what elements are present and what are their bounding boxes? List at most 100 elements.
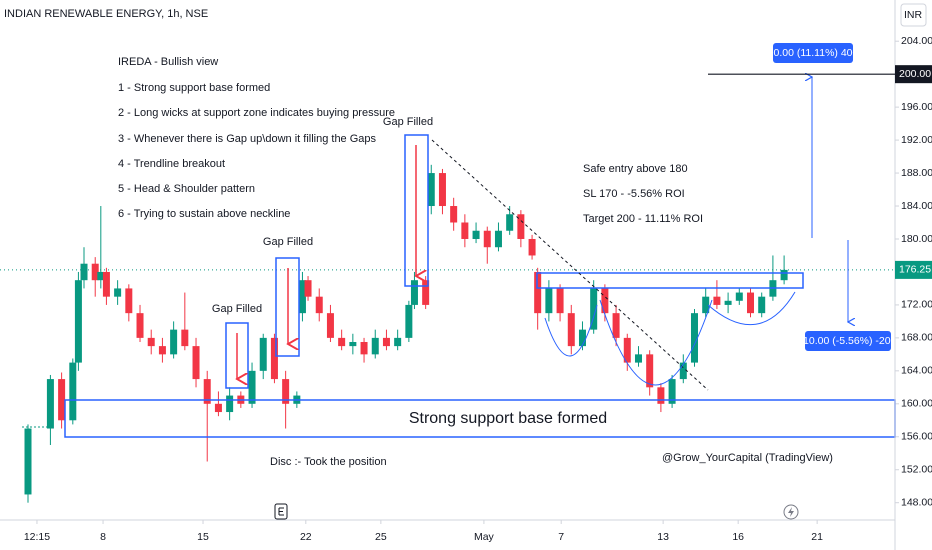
candle-body: [410, 280, 418, 305]
annotations: IREDA - Bullish view 1 - Strong support b…: [118, 56, 833, 468]
candle-body: [679, 362, 687, 380]
x-tick-label: 13: [657, 531, 669, 543]
candle-body: [780, 269, 788, 281]
stop-text: -10.00 (-5.56%) -200: [800, 335, 897, 347]
left-shoulder: [544, 304, 598, 357]
earnings-glyph: [278, 507, 284, 516]
x-tick-label: 7: [558, 531, 564, 543]
y-tick-label: 188.00: [901, 167, 932, 179]
candle-body: [758, 296, 766, 314]
x-tick-label: 8: [100, 531, 106, 543]
annotation: IREDA - Bullish view: [118, 56, 218, 68]
candle-body: [158, 346, 166, 355]
candle-body: [612, 313, 620, 338]
candle-body: [517, 214, 525, 239]
x-tick-label: 25: [375, 531, 387, 543]
currency-box: [900, 3, 927, 27]
candle-body: [360, 341, 368, 355]
candle-body: [735, 292, 743, 301]
candle-body: [494, 230, 502, 248]
candle-body: [181, 329, 189, 347]
gap-box: [404, 134, 429, 287]
y-tick-label: 148.00: [901, 496, 932, 508]
head: [599, 299, 713, 386]
x-tick-label: 15: [197, 531, 209, 543]
annotation: SL 170 - -5.56% ROI: [583, 188, 685, 200]
candle-body: [203, 379, 211, 404]
candle-body: [578, 329, 586, 347]
annotation: Disc :- Took the position: [270, 456, 387, 468]
candle-body: [136, 313, 144, 338]
candle-body: [259, 337, 267, 371]
target-text: 20.00 (11.11%) 400: [768, 47, 859, 59]
candle-body: [80, 263, 88, 281]
candle-body: [483, 230, 491, 248]
candle-body: [556, 288, 564, 314]
right-shoulder: [707, 291, 796, 326]
neckline-box: [536, 272, 804, 289]
candle-body: [91, 263, 99, 281]
candle-body: [438, 173, 446, 207]
annotation: Target 200 - 11.11% ROI: [583, 213, 703, 225]
trendline: [431, 139, 709, 391]
candle-body: [567, 313, 575, 347]
candle-body: [394, 337, 402, 347]
candle-body: [270, 337, 278, 380]
annotation: 1 - Strong support base formed: [118, 82, 270, 94]
candle-body: [102, 271, 110, 297]
candle-body: [545, 288, 553, 314]
candle-body: [702, 296, 710, 314]
annotation: 4 - Trendline breakout: [118, 158, 225, 170]
stop-box: [805, 331, 891, 351]
candle-body: [382, 337, 390, 347]
candle-body: [74, 280, 82, 363]
y-tick-label: 180.00: [901, 233, 932, 245]
candle-body: [747, 292, 755, 314]
candle-body: [147, 337, 155, 347]
candle-body: [338, 337, 346, 347]
candle-body: [534, 271, 542, 314]
currency: INR: [904, 9, 923, 21]
candle-body: [422, 280, 430, 305]
candle-body: [371, 337, 379, 355]
y-tick-label: 156.00: [901, 431, 932, 443]
candle-body: [713, 296, 721, 305]
candle-body: [315, 296, 323, 314]
annotation: 6 - Trying to sustain above neckline: [118, 208, 290, 220]
candle-body: [326, 313, 334, 338]
last-price-box: [895, 260, 932, 279]
annotation: Gap Filled: [212, 303, 262, 315]
gap-box: [225, 322, 249, 389]
candle-body: [69, 362, 77, 421]
candle-body: [97, 271, 105, 281]
x-tick-label: 22: [300, 531, 312, 543]
x-tick-label: May: [474, 531, 495, 543]
candle-body: [528, 238, 536, 256]
y-tick-label: 192.00: [901, 134, 932, 146]
candle-body: [461, 222, 469, 239]
candle-body: [657, 387, 665, 404]
candle-body: [506, 214, 514, 231]
y-tick-label: 204.00: [901, 35, 932, 47]
y-tick-label: 164.00: [901, 365, 932, 377]
chart-title: INDIAN RENEWABLE ENERGY, 1h, NSE: [4, 8, 208, 20]
event-glyph: [788, 507, 794, 517]
annotation: @Grow_YourCapital (TradingView): [662, 452, 833, 464]
y-tick-label: 168.00: [901, 332, 932, 344]
candle-body: [298, 280, 306, 314]
annotation: Strong support base formed: [409, 410, 607, 427]
candle-body: [58, 379, 66, 421]
candle-body: [192, 346, 200, 380]
annotation: Gap Filled: [383, 116, 433, 128]
y-tick-label: 152.00: [901, 464, 932, 476]
candle-body: [724, 300, 732, 305]
x-tick-label: 12:15: [24, 531, 50, 543]
candle-body: [646, 354, 654, 388]
candle-body: [634, 354, 642, 363]
candle-body: [24, 428, 32, 495]
candle-body: [601, 288, 609, 314]
annotation: Gap Filled: [263, 236, 313, 248]
candle-body: [125, 288, 133, 314]
candle-body: [450, 206, 458, 223]
